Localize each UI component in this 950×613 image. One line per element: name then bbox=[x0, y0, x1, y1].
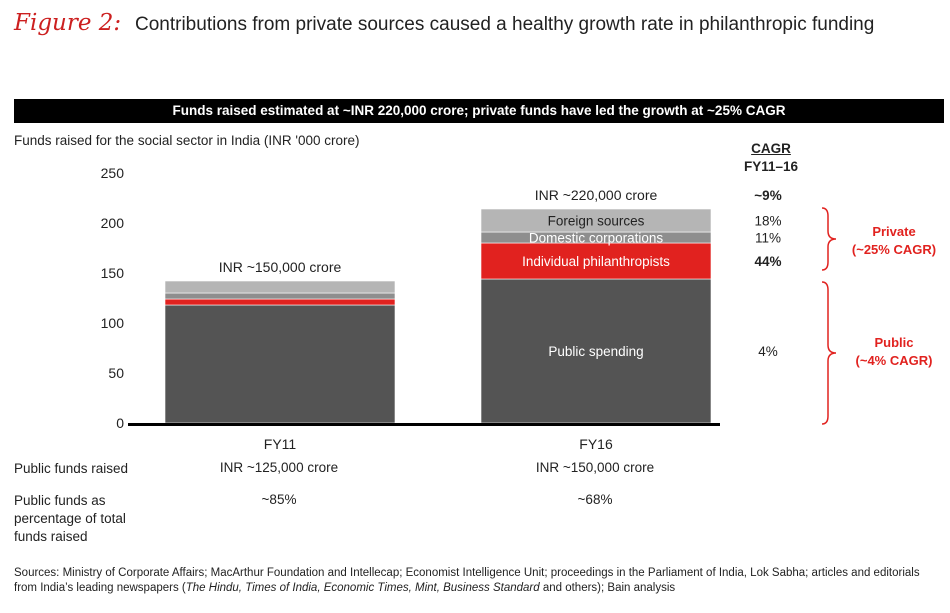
bar-fy16-public bbox=[480, 278, 712, 424]
y-tick-label-200: 200 bbox=[101, 215, 125, 231]
cagr-header-title: CAGR bbox=[751, 141, 791, 156]
row-value-fy16-public-pct: ~68% bbox=[577, 492, 613, 507]
row-label-public-funds: Public funds raised bbox=[14, 461, 129, 476]
x-tick-label-fy11: FY11 bbox=[264, 436, 297, 452]
chart-subtitle: Funds raised for the social sector in In… bbox=[14, 133, 360, 148]
banner-heading: Funds raised estimated at ~INR 220,000 c… bbox=[14, 99, 944, 123]
y-tick-label-150: 150 bbox=[101, 265, 125, 281]
bar-fy11-public bbox=[164, 304, 396, 424]
public-brace bbox=[821, 281, 837, 425]
y-tick-label-50: 50 bbox=[108, 365, 124, 381]
cagr-value-total: ~9% bbox=[754, 188, 781, 203]
row-value-fy11-public-funds: INR ~125,000 crore bbox=[219, 460, 339, 475]
stacked-bar-chart: 0 50 100 150 200 250 INR ~150,000 crore FY11 Pub… bbox=[101, 165, 936, 452]
sources-text-1: Sources: Ministry of Corporate Affairs; … bbox=[14, 567, 920, 594]
cagr-value-foreign: 18% bbox=[754, 214, 781, 229]
total-label-fy11: INR ~150,000 crore bbox=[219, 259, 342, 275]
sources-text-2: and others); Bain analysis bbox=[539, 582, 676, 594]
figure-label: Figure 2: bbox=[14, 10, 122, 36]
private-brace bbox=[821, 207, 837, 271]
y-tick-label-100: 100 bbox=[101, 315, 125, 331]
group-sublabel-private: (~25% CAGR) bbox=[852, 242, 936, 257]
cagr-value-domestic: 11% bbox=[755, 231, 781, 246]
cagr-value-individual: 44% bbox=[754, 254, 781, 269]
cagr-header: CAGR FY11–16 bbox=[741, 140, 801, 176]
x-tick-label-fy16: FY16 bbox=[579, 436, 613, 452]
y-tick-label-0: 0 bbox=[116, 415, 124, 431]
sources-newspapers: The Hindu, Times of India, Economic Time… bbox=[185, 582, 540, 594]
figure-title: Contributions from private sources cause… bbox=[135, 14, 875, 35]
row-value-fy16-public-funds: INR ~150,000 crore bbox=[535, 460, 655, 475]
group-label-public: Public bbox=[874, 335, 913, 350]
group-sublabel-public: (~4% CAGR) bbox=[856, 353, 933, 368]
y-tick-label-250: 250 bbox=[101, 165, 125, 181]
group-label-private: Private bbox=[872, 224, 915, 239]
bar-fy16-individual bbox=[480, 242, 712, 280]
row-value-fy11-public-pct: ~85% bbox=[261, 492, 297, 507]
cagr-header-period: FY11–16 bbox=[743, 159, 799, 174]
sources-note: Sources: Ministry of Corporate Affairs; … bbox=[14, 566, 939, 596]
row-label-public-pct: Public funds as percentage of total fund… bbox=[14, 493, 126, 544]
segment-label-domestic: Domestic corporations bbox=[529, 231, 664, 246]
bar-fy16-foreign bbox=[480, 208, 712, 233]
segment-label-public: Public spending bbox=[548, 344, 643, 359]
segment-label-foreign: Foreign sources bbox=[548, 214, 645, 229]
bar-fy11-domestic bbox=[164, 292, 396, 300]
total-label-fy16: INR ~220,000 crore bbox=[535, 187, 658, 203]
cagr-value-public: 4% bbox=[758, 344, 778, 359]
bar-fy11-individual bbox=[164, 298, 396, 306]
bar-fy11-foreign bbox=[164, 280, 396, 294]
segment-label-individual: Individual philanthropists bbox=[522, 254, 670, 269]
